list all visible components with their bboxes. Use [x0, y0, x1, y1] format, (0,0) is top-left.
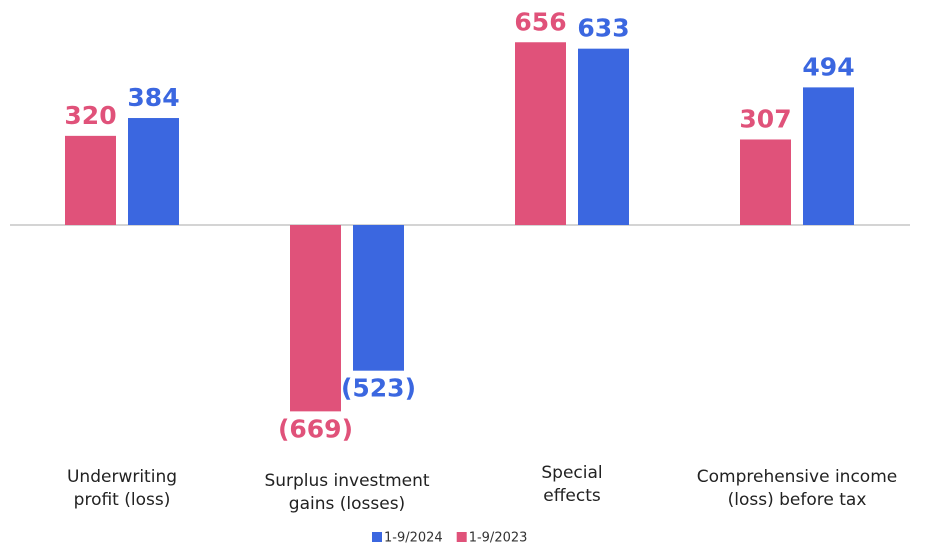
- data-label: 384: [127, 83, 179, 112]
- bar: [353, 225, 404, 371]
- x-tick-label: Comprehensive income (loss) before tax: [696, 467, 898, 510]
- bar: [128, 118, 179, 225]
- data-label: 307: [739, 104, 791, 133]
- legend-label: 1-9/2023: [469, 531, 528, 546]
- data-label: 320: [64, 101, 116, 130]
- bar: [65, 135, 116, 225]
- legend-swatch: [456, 532, 467, 542]
- x-tick-label: Underwriting profit (loss): [66, 467, 178, 510]
- bar: [290, 225, 341, 412]
- bar: [578, 48, 629, 225]
- bar: [803, 87, 854, 225]
- x-tick-label: Surplus investment gains (losses): [264, 471, 430, 514]
- data-label: 494: [802, 52, 854, 81]
- legend-swatch: [372, 532, 382, 542]
- x-tick-label: Special effects: [541, 463, 603, 506]
- bar: [740, 139, 791, 225]
- legend-label: 1-9/2024: [384, 531, 443, 546]
- data-label: 656: [514, 7, 566, 36]
- data-label: (523): [341, 374, 416, 403]
- data-label: (669): [278, 414, 353, 443]
- bar: [515, 42, 566, 225]
- data-label: 633: [577, 14, 629, 43]
